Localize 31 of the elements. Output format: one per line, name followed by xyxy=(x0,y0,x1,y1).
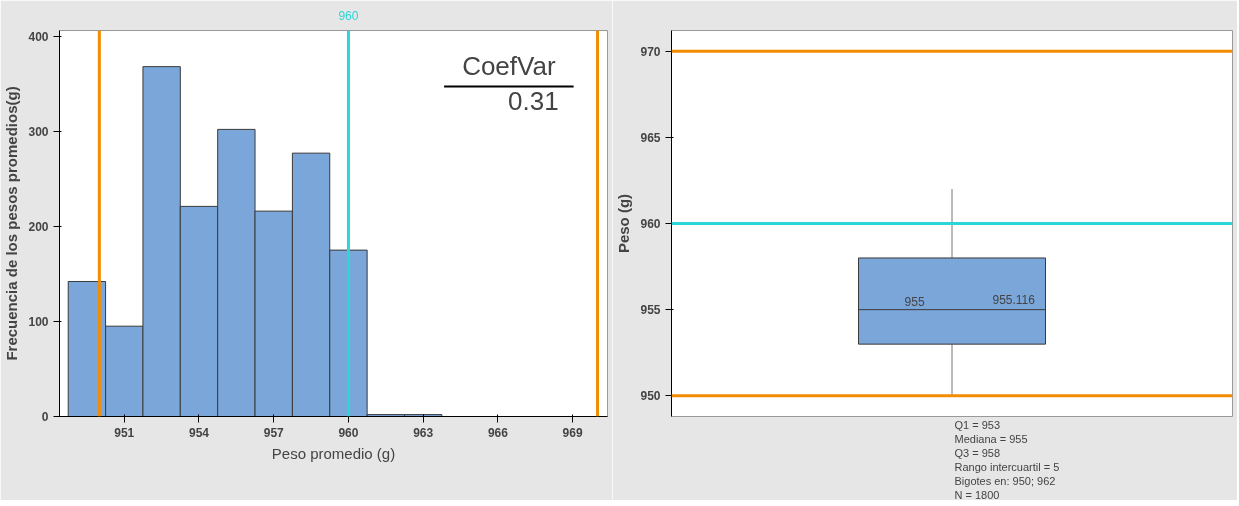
y-axis-title: Frecuencia de los pesos promedios(g) xyxy=(3,86,21,361)
annotation: 955 xyxy=(904,294,925,309)
y-axis-title: Peso (g) xyxy=(615,193,633,254)
x-tick-label: 963 xyxy=(413,425,434,440)
y-tick-label: 0 xyxy=(41,410,49,424)
x-tick-label: 969 xyxy=(562,425,583,440)
y-tick-label: 100 xyxy=(28,314,49,329)
y-tick-label: 955 xyxy=(640,303,661,318)
text: N = 1800 xyxy=(954,488,1000,501)
y-tick-label: 400 xyxy=(28,29,49,44)
annotation: 0.31 xyxy=(508,86,559,117)
text: Q1 = 953 xyxy=(954,418,1001,431)
x-tick-label: 966 xyxy=(487,425,509,440)
text: Mediana = 955 xyxy=(954,432,1028,445)
x-tick-label: 954 xyxy=(188,425,210,440)
y-tick-label: 970 xyxy=(640,44,661,59)
x-tick-label: 960 xyxy=(338,425,359,440)
text: Rango intercuartil = 5 xyxy=(954,460,1060,473)
y-tick-label: 965 xyxy=(640,130,661,145)
y-tick-label: 960 xyxy=(640,217,661,231)
x-axis-title: Peso promedio (g) xyxy=(271,444,396,462)
text: Bigotes en: 950; 962 xyxy=(954,474,1056,487)
text: Q3 = 958 xyxy=(954,446,1001,459)
x-tick-label: 957 xyxy=(263,425,285,440)
y-tick-label: 950 xyxy=(640,389,661,404)
ref-line-label: 960 xyxy=(338,8,359,23)
x-tick-label: 951 xyxy=(114,425,135,440)
y-tick-label: 300 xyxy=(28,124,49,139)
y-tick-label: 200 xyxy=(28,219,49,234)
annotation: CoefVar xyxy=(462,50,556,81)
annotation: 955.116 xyxy=(992,292,1036,307)
